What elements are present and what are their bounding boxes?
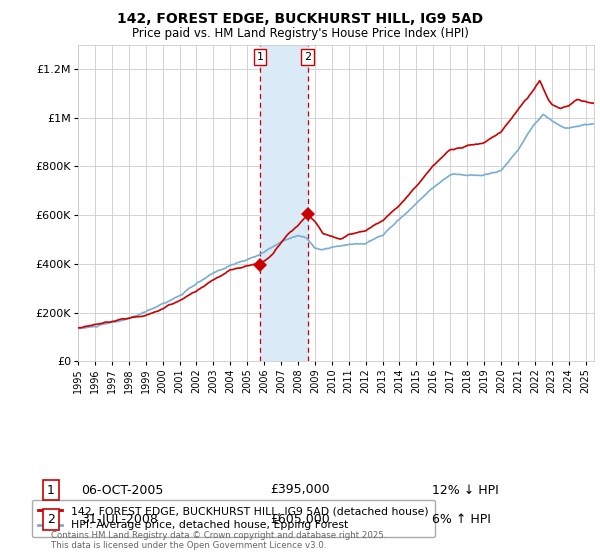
Text: 6% ↑ HPI: 6% ↑ HPI	[432, 513, 491, 526]
Text: 1: 1	[257, 52, 264, 62]
Text: Price paid vs. HM Land Registry's House Price Index (HPI): Price paid vs. HM Land Registry's House …	[131, 27, 469, 40]
Text: 1: 1	[47, 483, 55, 497]
Bar	[260, 45, 308, 361]
Text: 142, FOREST EDGE, BUCKHURST HILL, IG9 5AD: 142, FOREST EDGE, BUCKHURST HILL, IG9 5A…	[117, 12, 483, 26]
Text: 06-OCT-2005: 06-OCT-2005	[81, 483, 163, 497]
Text: £605,000: £605,000	[270, 513, 330, 526]
Text: £395,000: £395,000	[270, 483, 330, 497]
Text: 12% ↓ HPI: 12% ↓ HPI	[432, 483, 499, 497]
Text: 31-JUL-2008: 31-JUL-2008	[81, 513, 158, 526]
Text: Contains HM Land Registry data © Crown copyright and database right 2025.
This d: Contains HM Land Registry data © Crown c…	[51, 530, 386, 550]
Legend: 142, FOREST EDGE, BUCKHURST HILL, IG9 5AD (detached house), HPI: Average price, : 142, FOREST EDGE, BUCKHURST HILL, IG9 5A…	[32, 500, 435, 537]
Text: 2: 2	[47, 513, 55, 526]
Text: 2: 2	[304, 52, 311, 62]
